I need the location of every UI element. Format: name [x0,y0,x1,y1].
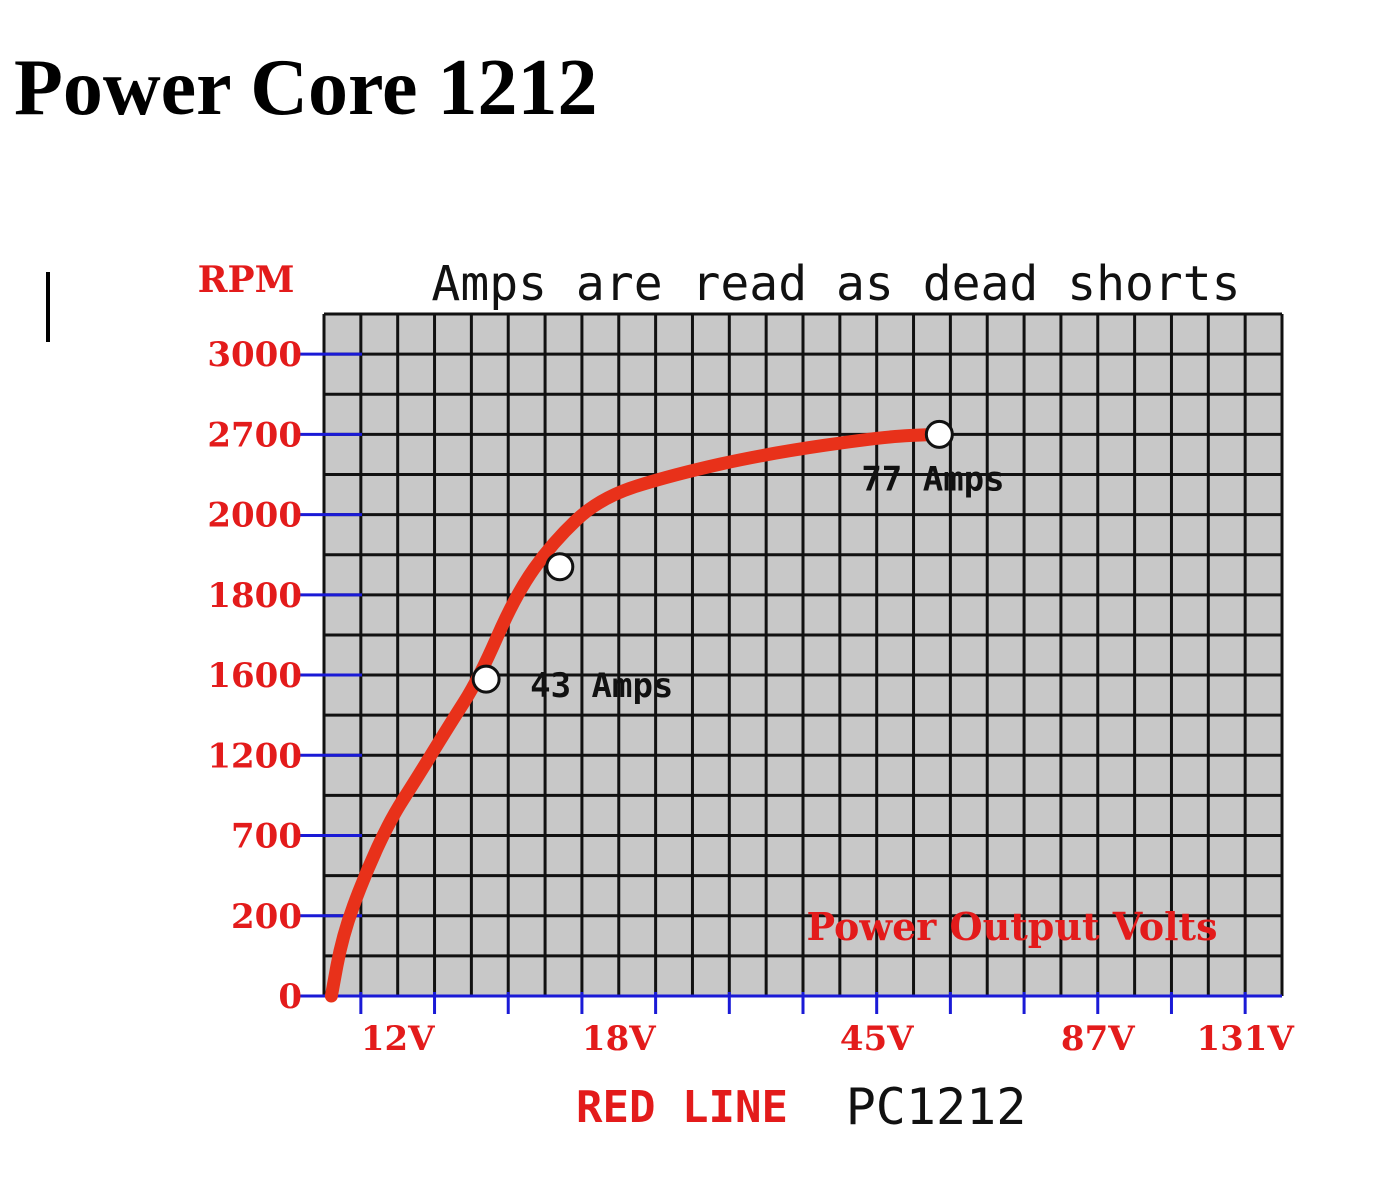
text-cursor [46,272,50,342]
footer-model-label: PC1212 [846,1078,1027,1136]
x-tick-label: 18V [582,1019,656,1059]
y-tick-label: 1200 [207,736,302,776]
y-tick-label: 0 [278,977,302,1017]
y-tick-label: 2000 [207,496,302,536]
point-marker [924,419,954,449]
point-marker [471,664,501,694]
x-tick-label: 87V [1061,1019,1135,1059]
series-line-red-line [324,427,943,1003]
point-annotation: 77 Amps [861,459,1004,499]
y-axis-label: RPM [198,259,295,301]
y-tick-label: 3000 [207,335,302,375]
point-marker [545,552,575,582]
chart-title: Amps are read as dead shorts [431,256,1240,312]
y-tick-label: 200 [231,897,302,937]
y-tick-label: 1800 [207,576,302,616]
legend-power-output-volts: Power Output Volts [806,904,1217,949]
page-title: Power Core 1212 [14,44,598,132]
x-tick-label: 45V [840,1019,914,1059]
point-annotation: 43 Amps [530,666,673,706]
y-tick-label: 700 [231,817,302,857]
x-tick-label: 12V [361,1019,435,1059]
chart-grid [322,312,1284,998]
footer-red-line-label: RED LINE [576,1082,788,1133]
y-tick-label: 1600 [207,656,302,696]
point-markers: 43 Amps 77 Amps [471,419,1005,706]
x-tick-labels: 12V 18V 45V 87V 131V [361,1019,1295,1059]
x-tick-label: 131V [1196,1019,1294,1059]
y-tick-label: 2700 [207,415,302,455]
